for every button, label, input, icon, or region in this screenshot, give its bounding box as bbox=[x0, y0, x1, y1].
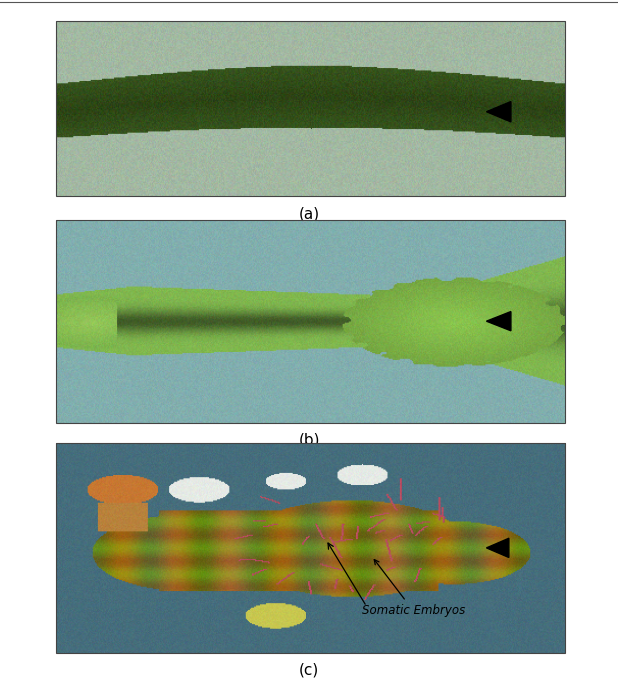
Text: (b): (b) bbox=[298, 433, 320, 448]
Polygon shape bbox=[486, 102, 511, 122]
Text: (c): (c) bbox=[299, 663, 319, 678]
Polygon shape bbox=[486, 311, 511, 331]
Text: (a): (a) bbox=[298, 206, 320, 221]
Polygon shape bbox=[486, 538, 509, 558]
Text: Somatic Embryos: Somatic Embryos bbox=[362, 560, 465, 617]
